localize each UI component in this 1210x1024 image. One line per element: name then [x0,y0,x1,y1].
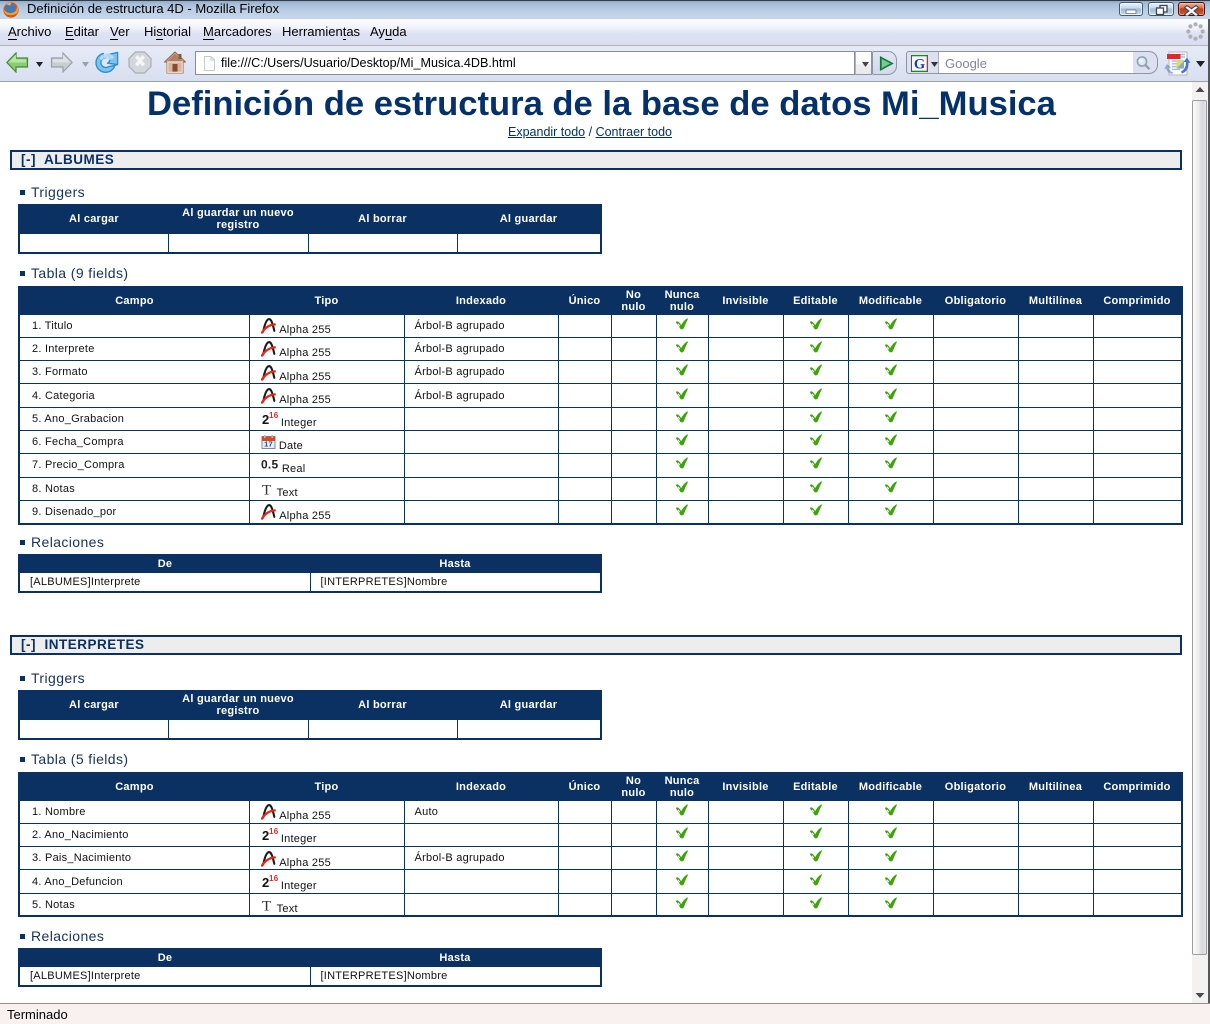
svg-text:2: 2 [262,875,269,890]
svg-text:17: 17 [264,440,273,449]
svg-text:2: 2 [262,412,269,427]
svg-text:2: 2 [262,828,269,843]
svg-text:T: T [262,482,271,497]
svg-text:T: T [262,898,271,913]
svg-text:16: 16 [269,874,278,883]
svg-text:16: 16 [269,827,278,836]
svg-text:16: 16 [269,411,278,420]
svg-text:0.5: 0.5 [261,458,279,472]
svg-text:G: G [914,57,925,73]
